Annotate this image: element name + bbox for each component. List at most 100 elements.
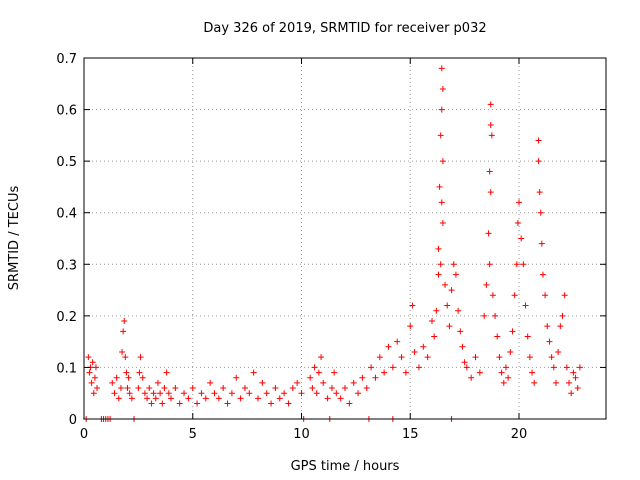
- data-point: [498, 369, 505, 376]
- data-point: [531, 379, 538, 386]
- y-tick-label: 0.5: [56, 155, 77, 170]
- data-point: [485, 230, 492, 237]
- x-tick-label: 15: [402, 427, 419, 442]
- data-point: [372, 374, 379, 381]
- data-point: [233, 374, 240, 381]
- data-point: [202, 395, 209, 402]
- data-point: [487, 122, 494, 129]
- data-point: [566, 379, 573, 386]
- data-point: [437, 132, 444, 139]
- x-axis: 0 5 10 15 20: [80, 58, 527, 442]
- data-point: [438, 65, 445, 72]
- x-tick-label: 20: [511, 427, 528, 442]
- data-point: [394, 338, 401, 345]
- data-point: [285, 400, 292, 407]
- data-point: [122, 354, 129, 361]
- y-axis: 0 0.1 0.2 0.3 0.4 0.5 0.6 0.7: [56, 52, 606, 428]
- data-point: [514, 220, 521, 227]
- data-point: [318, 354, 325, 361]
- data-point: [115, 395, 122, 402]
- data-point: [136, 369, 143, 376]
- data-point: [483, 281, 490, 288]
- data-point: [185, 395, 192, 402]
- data-point: [331, 369, 338, 376]
- data-point: [516, 199, 522, 206]
- data-point: [126, 390, 133, 397]
- data-point: [272, 385, 279, 392]
- data-point: [161, 385, 168, 392]
- data-point: [146, 385, 153, 392]
- data-point: [91, 374, 98, 381]
- data-point: [350, 379, 357, 386]
- data-point: [121, 318, 128, 325]
- data-point: [241, 385, 248, 392]
- data-point: [424, 354, 431, 361]
- data-point: [139, 374, 146, 381]
- data-point: [559, 312, 566, 319]
- y-axis-label: SRMTID / TECUs: [7, 186, 22, 291]
- data-point: [90, 390, 97, 397]
- data-point: [435, 271, 442, 278]
- data-point: [359, 374, 366, 381]
- data-point: [313, 390, 320, 397]
- data-point: [355, 390, 362, 397]
- data-point: [137, 354, 144, 361]
- data-point: [220, 385, 227, 392]
- data-point: [125, 374, 132, 381]
- data-point: [224, 400, 231, 407]
- data-point: [574, 385, 581, 392]
- data-point: [228, 390, 235, 397]
- data-point: [472, 354, 479, 361]
- data-point: [328, 385, 335, 392]
- data-point: [324, 395, 331, 402]
- data-point: [513, 261, 520, 268]
- data-point: [255, 395, 261, 402]
- data-point: [92, 364, 99, 371]
- data-point: [435, 245, 442, 252]
- data-point: [198, 390, 205, 397]
- data-point: [88, 379, 95, 386]
- data-point: [563, 364, 570, 371]
- data-point: [535, 158, 542, 165]
- data-point: [439, 85, 446, 92]
- x-tick-label: 10: [293, 427, 310, 442]
- data-point: [289, 385, 296, 392]
- data-point: [117, 385, 124, 392]
- data-point: [486, 168, 493, 175]
- data-point: [211, 390, 218, 397]
- x-axis-label: GPS time / hours: [291, 459, 400, 474]
- data-point: [381, 369, 388, 376]
- data-point: [389, 364, 396, 371]
- data-point: [111, 390, 118, 397]
- data-point: [150, 390, 157, 397]
- data-point: [536, 189, 543, 196]
- data-point: [500, 379, 507, 386]
- x-tick-label: 0: [80, 427, 88, 442]
- data-point: [489, 292, 496, 299]
- data-point: [415, 364, 422, 371]
- data-point: [281, 390, 288, 397]
- data-point: [246, 390, 253, 397]
- data-point: [268, 400, 275, 407]
- data-point: [237, 395, 244, 402]
- data-point: [176, 400, 183, 407]
- data-point: [342, 385, 348, 392]
- data-point: [481, 312, 488, 319]
- data-point: [194, 400, 201, 407]
- data-point: [259, 379, 266, 386]
- data-point: [507, 348, 514, 355]
- data-point: [442, 281, 449, 288]
- y-tick-label: 0.1: [56, 361, 77, 376]
- y-tick-label: 0.3: [56, 258, 77, 273]
- data-point: [520, 261, 527, 268]
- data-point: [409, 302, 416, 309]
- y-tick-label: 0.2: [56, 310, 77, 325]
- data-point: [494, 333, 501, 340]
- data-points: [83, 65, 583, 422]
- data-point: [522, 302, 529, 309]
- data-point: [207, 379, 214, 386]
- data-point: [511, 292, 518, 299]
- data-point: [376, 354, 383, 361]
- data-point: [298, 390, 305, 397]
